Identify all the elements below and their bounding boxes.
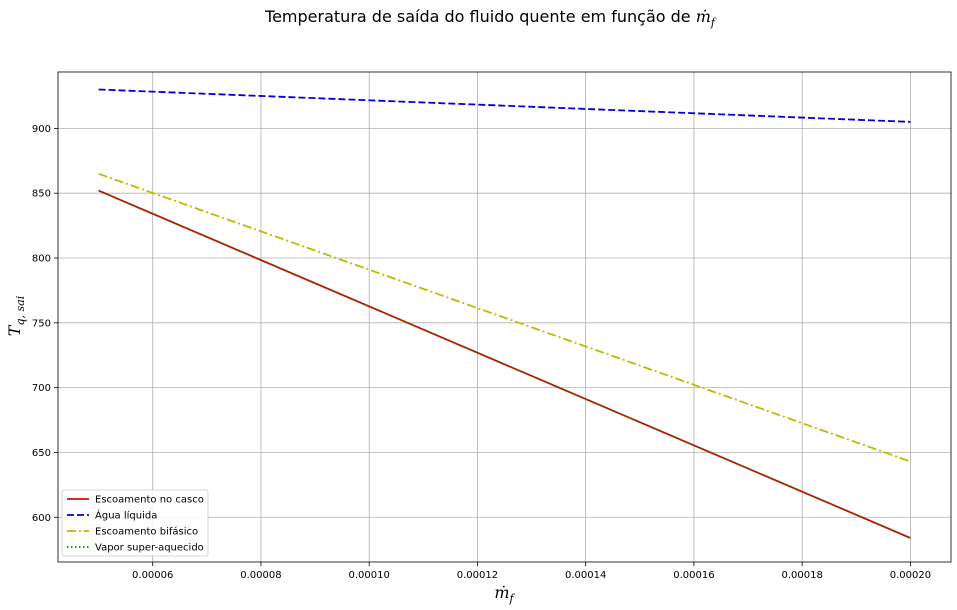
x-axis-label: ṁf <box>494 583 515 605</box>
x-tick-label: 0.00012 <box>457 570 498 581</box>
x-tick-label: 0.00006 <box>132 570 173 581</box>
x-tick-label: 0.00010 <box>349 570 390 581</box>
series-line-2 <box>98 172 911 463</box>
y-tick-label: 900 <box>32 124 51 135</box>
legend: Escoamento no casco Água líquida Escoament… <box>61 489 209 557</box>
x-tick-label: 0.00014 <box>565 570 606 581</box>
series-lines <box>98 88 911 539</box>
y-tick-label: 850 <box>32 189 51 200</box>
y-tick-label: 800 <box>32 254 51 265</box>
x-tick-label: 0.00020 <box>890 570 931 581</box>
legend-box <box>61 489 209 557</box>
y-axis-label: Tq, sai <box>5 296 27 336</box>
x-tick-label: 0.00016 <box>673 570 714 581</box>
grid <box>58 72 951 562</box>
legend-label: Escoamento bifásico <box>95 526 198 538</box>
plot-area-frame <box>57 71 952 563</box>
legend-label: Escoamento no casco <box>95 495 204 506</box>
chart-title: Temperatura de saída do fluido quente em… <box>264 7 717 29</box>
y-tick-label: 600 <box>32 513 51 524</box>
y-tick-label: 750 <box>32 318 51 329</box>
y-tick-label: 650 <box>32 448 51 459</box>
legend-label: Vapor super-aquecido <box>95 543 204 554</box>
series-line-0 <box>98 189 911 539</box>
series-line-1 <box>98 88 911 123</box>
legend-label: Água líquida <box>95 509 157 522</box>
y-tick-label: 700 <box>32 383 51 394</box>
x-tick-label: 0.00008 <box>240 570 281 581</box>
x-tick-label: 0.00018 <box>781 570 822 581</box>
axis-ticks: 0.00006 0.00008 0.00010 0.00012 0.00014 0.000… <box>32 124 931 581</box>
